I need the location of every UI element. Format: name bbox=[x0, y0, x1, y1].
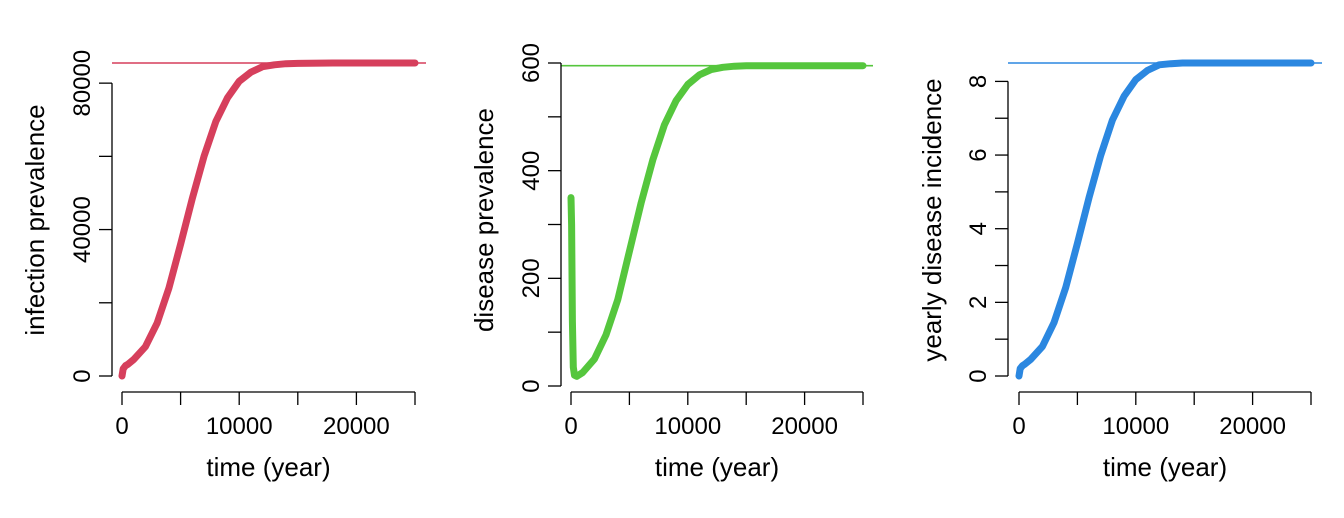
y-tick-label: 400 bbox=[518, 151, 545, 191]
panel-2-ylabel: disease prevalence bbox=[469, 108, 499, 332]
x-tick-label: 10000 bbox=[1102, 413, 1169, 440]
y-tick-label: 0 bbox=[69, 369, 96, 382]
series-line bbox=[1015, 59, 1315, 380]
y-tick-label: 40000 bbox=[69, 196, 96, 263]
panel-3-ylabel: yearly disease incidence bbox=[917, 78, 947, 361]
y-tick-label: 0 bbox=[965, 369, 992, 382]
y-tick-label: 6 bbox=[965, 148, 992, 161]
y-tick-label: 600 bbox=[518, 43, 545, 83]
panel-disease-prevalence: time (year) disease prevalence 0 200 400 60… bbox=[469, 43, 873, 482]
x-tick-label: 10000 bbox=[654, 413, 721, 440]
y-tick-label: 80000 bbox=[69, 50, 96, 117]
y-tick-label: 0 bbox=[518, 379, 545, 392]
x-tick-label: 0 bbox=[1012, 413, 1025, 440]
panel-1-xlabel: time (year) bbox=[206, 452, 330, 482]
x-tick-label: 20000 bbox=[771, 413, 838, 440]
y-tick-label: 4 bbox=[965, 222, 992, 235]
panel-3-xlabel: time (year) bbox=[1103, 452, 1227, 482]
series-line bbox=[567, 62, 867, 380]
panel-infection-prevalence: time (year) infection prevalence 0 40000 8… bbox=[20, 50, 426, 482]
series-line bbox=[118, 59, 419, 380]
x-tick-label: 10000 bbox=[206, 413, 273, 440]
x-tick-label: 0 bbox=[115, 413, 128, 440]
x-tick-label: 20000 bbox=[323, 413, 390, 440]
panel-yearly-disease-incidence: time (year) yearly disease incidence 0 2 4… bbox=[917, 59, 1322, 482]
y-tick-label: 200 bbox=[518, 258, 545, 298]
y-tick-label: 8 bbox=[965, 75, 992, 88]
y-tick-label: 2 bbox=[965, 296, 992, 309]
x-tick-label: 20000 bbox=[1219, 413, 1286, 440]
panel-2-xlabel: time (year) bbox=[655, 452, 779, 482]
x-tick-label: 0 bbox=[564, 413, 577, 440]
panel-1-ylabel: infection prevalence bbox=[20, 104, 50, 335]
